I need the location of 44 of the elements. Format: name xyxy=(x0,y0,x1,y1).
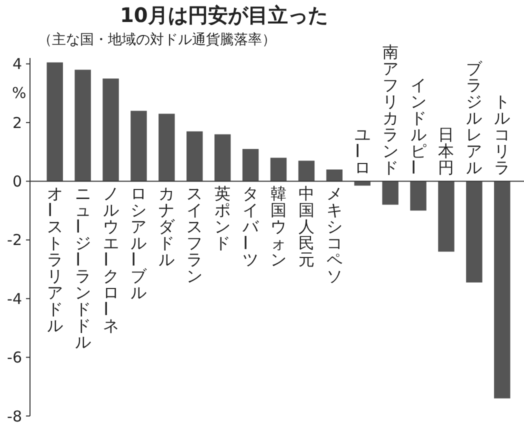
bar xyxy=(102,78,119,182)
bar xyxy=(158,114,175,182)
bar xyxy=(354,181,370,186)
bar xyxy=(214,134,231,182)
y-tick-label: 0 xyxy=(12,172,22,190)
x-tick-label: インドルピー xyxy=(403,76,426,176)
chart-subtitle: （主な国・地域の対ドル通貨騰落率） xyxy=(38,32,276,48)
bar xyxy=(130,110,147,182)
bar xyxy=(466,181,482,282)
x-tick-label: メキシコペソ xyxy=(326,184,342,286)
bar xyxy=(438,181,454,252)
y-tick-label: -8 xyxy=(7,407,22,426)
bar xyxy=(410,181,426,211)
x-tick-label: ユーロ xyxy=(347,125,370,178)
x-tick-label: カナダドル xyxy=(158,184,176,270)
y-tick-label: -4 xyxy=(7,290,22,308)
x-tick-label: 日本円 xyxy=(438,125,454,178)
x-tick-label: ブラジルレアル xyxy=(466,59,484,178)
y-tick-label: 2 xyxy=(12,114,22,132)
bar xyxy=(298,160,315,182)
x-tick-label: ロシアルーブル xyxy=(124,184,148,302)
bar xyxy=(270,158,287,182)
category-label: ノルウエークローネ xyxy=(96,184,119,336)
x-tick-label: トルコリラ xyxy=(494,92,510,178)
x-tick-label: 韓国ウォン xyxy=(270,184,286,270)
x-tick-label: 英ポンド xyxy=(214,184,231,253)
y-tick-label: 4 xyxy=(12,55,22,74)
category-label: オーストラリアドル xyxy=(40,184,63,336)
y-axis-title: % xyxy=(12,84,26,102)
bar xyxy=(74,70,91,182)
bar xyxy=(326,170,343,182)
y-tick-label: -2 xyxy=(7,231,22,250)
x-tick-label: 南アフリカランド xyxy=(382,42,398,178)
x-tick-label: タイバーツ xyxy=(236,184,260,270)
y-tick-label: -6 xyxy=(7,348,22,367)
category-label: ニュージーランドドル xyxy=(68,184,91,352)
bar xyxy=(186,131,203,182)
bar xyxy=(242,148,259,182)
chart-title: 10月は円安が目立った xyxy=(120,3,328,27)
x-tick-label: スイスフラン xyxy=(186,184,203,286)
bar xyxy=(382,181,398,205)
bar xyxy=(494,181,510,398)
bar xyxy=(46,62,63,182)
x-tick-label: 中国人民元 xyxy=(298,184,314,270)
